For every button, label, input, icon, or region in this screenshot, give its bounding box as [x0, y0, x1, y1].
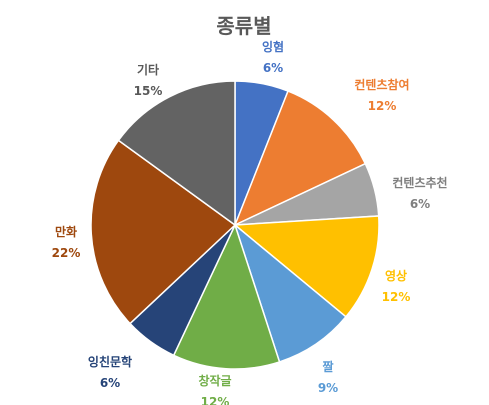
pie-slice-6 [172, 222, 281, 370]
slice-percent-label: 12% [368, 99, 397, 113]
slice-percent-label: 9% [318, 381, 338, 395]
slice-percent-label: 15% [134, 84, 163, 98]
pie-slice-9 [117, 80, 236, 227]
slice-category-label: 잉친문학 [88, 354, 132, 369]
slice-category-label: 짤 [322, 360, 333, 374]
slice-category-label: 컨텐츠참여 [354, 77, 409, 92]
slice-category-label: 컨텐츠추천 [392, 175, 447, 190]
pie-slices [90, 80, 380, 370]
chart-title: 종류별 [216, 14, 271, 38]
pie-slice-5 [233, 222, 348, 363]
slice-category-label: 잉혐 [262, 39, 284, 54]
slice-percent-label: 12% [382, 290, 411, 304]
slice-percent-label: 6% [410, 197, 430, 211]
slice-category-label: 만화 [55, 224, 77, 239]
pie-slice-4 [233, 215, 380, 318]
slice-percent-label: 6% [263, 61, 283, 75]
slice-labels: 잉혐 6% 컨텐츠참여 12% 컨텐츠추천 6% 영상 12% 짤 9% 창작글 12% 잉친문학 6% 만… [52, 39, 448, 405]
pie-slice-8 [90, 139, 237, 325]
slice-percent-label: 6% [100, 376, 120, 390]
slice-category-label: 창작글 [198, 373, 231, 388]
slice-percent-label: 22% [52, 246, 81, 260]
pie-slice-2 [233, 90, 367, 227]
slice-percent-label: 12% [201, 395, 230, 405]
slice-category-label: 기타 [137, 62, 159, 77]
slice-category-label: 영상 [385, 268, 407, 283]
